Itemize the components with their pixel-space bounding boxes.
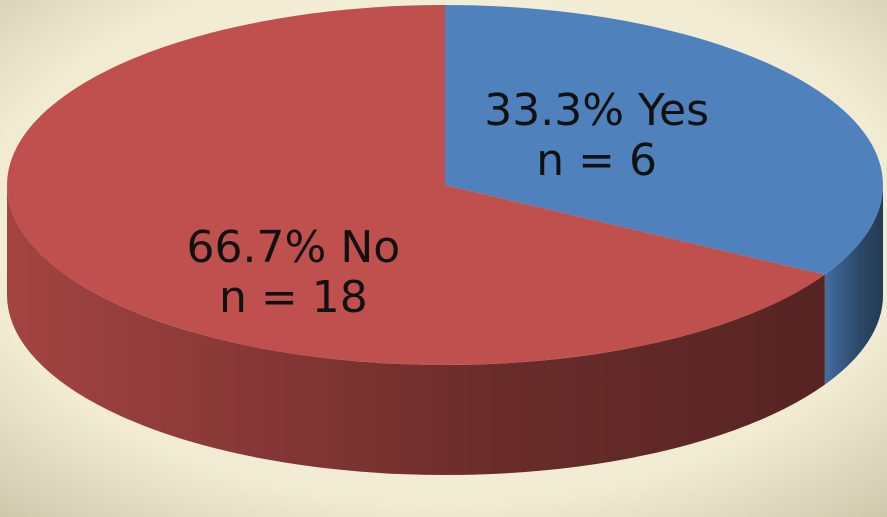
pie-slice <box>445 5 883 275</box>
pie-slice <box>6 5 825 365</box>
slice-label: 33.3% Yes <box>484 85 709 136</box>
category-label: Yes <box>637 85 709 136</box>
value-label: 66.7% <box>187 222 327 273</box>
pie-side-shade <box>6 185 825 475</box>
value-label: 33.3% <box>484 85 624 136</box>
category-label: No <box>340 222 400 273</box>
count-label: n = 6 <box>536 135 657 186</box>
pie-side-shade <box>824 185 883 385</box>
count-label: n = 18 <box>219 272 368 323</box>
slice-label: 66.7% No <box>187 222 401 273</box>
